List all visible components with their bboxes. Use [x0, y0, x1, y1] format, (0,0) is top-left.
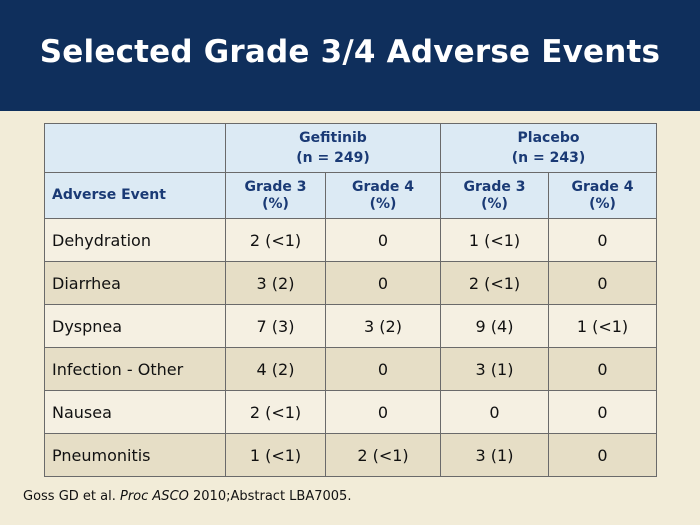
table-group-header-row: Gefitinib (n = 249) Placebo (n = 243) — [44, 123, 657, 173]
title-banner: Selected Grade 3/4 Adverse Events — [0, 0, 700, 111]
group-header-placebo: Placebo (n = 243) — [440, 123, 657, 173]
column-header-gefitinib-grade4: Grade 4 (%) — [325, 172, 441, 219]
table-row: Dyspnea 7 (3) 3 (2) 9 (4) 1 (<1) — [44, 304, 657, 348]
citation: Goss GD et al. Proc ASCO 2010;Abstract L… — [23, 489, 351, 504]
event-name-cell: Diarrhea — [44, 261, 226, 305]
value-cell: 1 (<1) — [225, 433, 326, 477]
value-cell: 2 (<1) — [225, 218, 326, 262]
value-cell: 0 — [548, 218, 657, 262]
column-header-line: Grade 4 — [352, 178, 414, 195]
value-cell: 4 (2) — [225, 347, 326, 391]
group-n: (n = 243) — [511, 150, 586, 166]
column-header-placebo-grade3: Grade 3 (%) — [440, 172, 549, 219]
value-cell: 0 — [548, 347, 657, 391]
value-cell: 3 (1) — [440, 433, 549, 477]
group-n: (n = 249) — [296, 150, 370, 166]
value-cell: 3 (2) — [325, 304, 441, 348]
adverse-events-table: Gefitinib (n = 249) Placebo (n = 243) Ad… — [44, 123, 657, 477]
column-header-unit: (%) — [589, 195, 616, 212]
table-row: Nausea 2 (<1) 0 0 0 — [44, 390, 657, 434]
column-header-line: Grade 4 — [571, 178, 634, 195]
column-header-line: Grade 3 — [244, 178, 307, 195]
value-cell: 1 (<1) — [440, 218, 549, 262]
column-header-placebo-grade4: Grade 4 (%) — [548, 172, 657, 219]
value-cell: 0 — [325, 390, 441, 434]
citation-authors: Goss GD et al. — [23, 489, 120, 504]
value-cell: 0 — [440, 390, 549, 434]
group-name: Placebo — [517, 130, 580, 146]
event-name-cell: Nausea — [44, 390, 226, 434]
value-cell: 2 (<1) — [325, 433, 441, 477]
value-cell: 2 (<1) — [440, 261, 549, 305]
table-row: Pneumonitis 1 (<1) 2 (<1) 3 (1) 0 — [44, 433, 657, 477]
column-header-gefitinib-grade3: Grade 3 (%) — [225, 172, 326, 219]
column-header-unit: (%) — [481, 195, 508, 212]
table-row: Diarrhea 3 (2) 0 2 (<1) 0 — [44, 261, 657, 305]
group-name: Gefitinib — [299, 130, 367, 146]
value-cell: 7 (3) — [225, 304, 326, 348]
column-header-adverse-event: Adverse Event — [44, 172, 226, 219]
group-header-gefitinib: Gefitinib (n = 249) — [225, 123, 441, 173]
value-cell: 0 — [325, 347, 441, 391]
table-row: Infection - Other 4 (2) 0 3 (1) 0 — [44, 347, 657, 391]
citation-journal: Proc ASCO — [120, 489, 189, 504]
event-name-cell: Dyspnea — [44, 304, 226, 348]
value-cell: 0 — [325, 218, 441, 262]
value-cell: 3 (1) — [440, 347, 549, 391]
empty-corner-cell — [44, 123, 226, 173]
value-cell: 3 (2) — [225, 261, 326, 305]
event-name-cell: Infection - Other — [44, 347, 226, 391]
column-header-unit: (%) — [262, 195, 289, 212]
value-cell: 1 (<1) — [548, 304, 657, 348]
value-cell: 0 — [548, 390, 657, 434]
column-header-line: Grade 3 — [463, 178, 526, 195]
value-cell: 0 — [548, 433, 657, 477]
slide-title: Selected Grade 3/4 Adverse Events — [39, 34, 661, 70]
value-cell: 9 (4) — [440, 304, 549, 348]
table-column-header-row: Adverse Event Grade 3 (%) Grade 4 (%) Gr… — [44, 172, 657, 219]
event-name-cell: Pneumonitis — [44, 433, 226, 477]
value-cell: 0 — [548, 261, 657, 305]
value-cell: 0 — [325, 261, 441, 305]
citation-details: 2010;Abstract LBA7005. — [188, 489, 352, 504]
value-cell: 2 (<1) — [225, 390, 326, 434]
table-row: Dehydration 2 (<1) 0 1 (<1) 0 — [44, 218, 657, 262]
event-name-cell: Dehydration — [44, 218, 226, 262]
column-header-unit: (%) — [369, 195, 397, 212]
